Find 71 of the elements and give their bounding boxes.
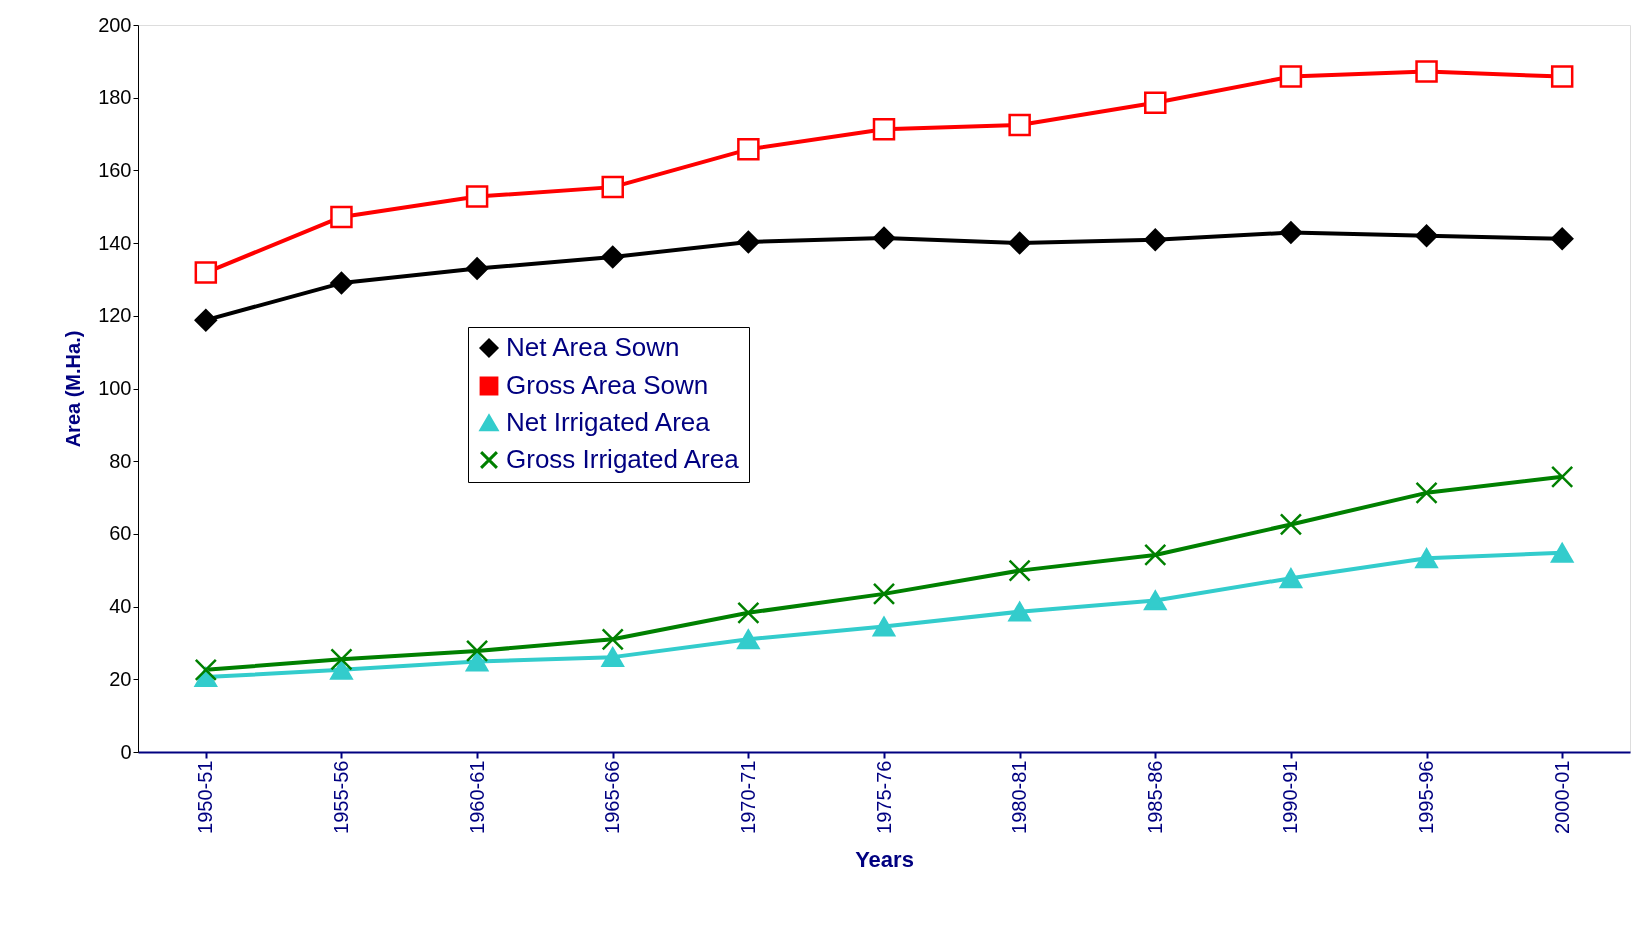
y-tick-label: 140 xyxy=(98,231,132,254)
point xyxy=(1415,60,1438,83)
point xyxy=(737,138,760,161)
point xyxy=(1550,227,1574,250)
point xyxy=(1279,221,1303,244)
y-tick-label: 100 xyxy=(98,377,132,399)
legend-label: Net Irrigated Area xyxy=(506,407,711,437)
point xyxy=(872,582,896,606)
point xyxy=(194,308,218,332)
y-axis-title: Area (M.Ha.) xyxy=(62,330,85,448)
x-tick-label: 1955-56 xyxy=(329,760,352,834)
point xyxy=(194,658,218,682)
point xyxy=(1144,91,1167,115)
point xyxy=(330,271,353,295)
y-tick-label: 80 xyxy=(109,449,132,472)
point xyxy=(1008,231,1031,255)
point xyxy=(1279,65,1303,88)
point xyxy=(1279,568,1303,589)
point xyxy=(872,226,896,250)
x-tick-label: 1970-71 xyxy=(736,760,759,834)
point xyxy=(601,175,624,199)
point xyxy=(465,185,489,208)
point xyxy=(737,601,760,625)
point xyxy=(194,261,218,284)
point xyxy=(1008,559,1031,582)
legend-label: Gross Area Sown xyxy=(506,370,709,400)
point xyxy=(1008,113,1031,137)
point xyxy=(1008,601,1031,622)
x-tick-label: 1990-91 xyxy=(1279,760,1302,834)
point xyxy=(1144,590,1167,611)
y-tick-label: 60 xyxy=(109,522,132,545)
point xyxy=(1415,481,1438,505)
point xyxy=(1415,224,1438,248)
y-tick-label: 40 xyxy=(109,595,132,618)
x-tick-label: 1965-66 xyxy=(601,760,624,834)
point xyxy=(737,230,760,254)
point xyxy=(601,628,624,651)
point xyxy=(1550,465,1574,489)
point xyxy=(465,257,489,280)
x-tick-label: 1950-51 xyxy=(194,760,217,834)
point xyxy=(330,648,353,671)
x-tick-label: 1975-76 xyxy=(872,760,895,834)
point xyxy=(1415,548,1438,569)
point xyxy=(465,651,489,672)
x-axis-title: Years xyxy=(855,846,914,872)
y-tick-label: 180 xyxy=(98,86,132,109)
point xyxy=(601,647,624,668)
point xyxy=(1550,65,1574,88)
point xyxy=(330,659,353,680)
point xyxy=(601,245,624,269)
y-tick-label: 200 xyxy=(98,13,132,36)
point xyxy=(1279,513,1303,536)
legend-label: Gross Irrigated Area xyxy=(506,444,740,474)
x-tick-label: 1995-96 xyxy=(1415,760,1438,834)
point xyxy=(1144,228,1167,252)
point xyxy=(465,639,489,663)
legend-label: Net Area Sown xyxy=(506,332,680,362)
point xyxy=(330,205,353,229)
x-tick-label: 1985-86 xyxy=(1143,760,1166,834)
point xyxy=(1550,542,1574,563)
point xyxy=(872,616,896,637)
point xyxy=(872,118,896,141)
y-tick-label: 20 xyxy=(109,667,132,690)
y-tick-label: 160 xyxy=(98,158,132,181)
point xyxy=(1144,543,1167,567)
x-tick-label: 1980-81 xyxy=(1008,760,1031,834)
y-tick-label: 0 xyxy=(120,740,132,763)
x-tick-label: 1960-61 xyxy=(465,760,488,834)
point xyxy=(737,629,760,650)
x-tick-label: 2000-01 xyxy=(1550,760,1573,834)
y-tick-label: 120 xyxy=(98,304,132,327)
